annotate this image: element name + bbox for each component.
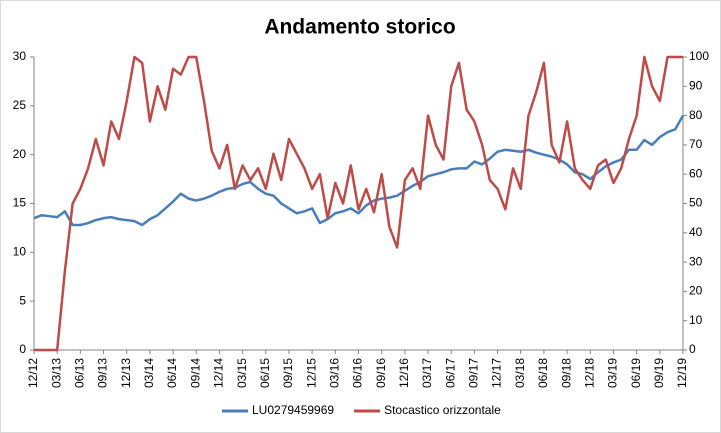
y2-tick-label: 80 <box>689 108 703 122</box>
x-tick-label: 03/15 <box>235 358 249 388</box>
x-tick-label: 06/17 <box>443 358 457 388</box>
y2-tick-label: 20 <box>689 284 703 298</box>
y-tick-label: 10 <box>13 245 27 259</box>
x-tick-label: 06/16 <box>351 358 365 388</box>
x-tick-label: 09/18 <box>559 358 573 388</box>
x-tick-label: 12/17 <box>490 358 504 388</box>
x-tick-label: 12/16 <box>397 358 411 388</box>
y2-tick-label: 10 <box>689 313 703 327</box>
y2-tick-label: 50 <box>689 196 703 210</box>
y-tick-label: 25 <box>13 98 27 112</box>
series-line <box>33 114 685 227</box>
x-tick-label: 09/16 <box>374 358 388 388</box>
legend-label: Stocastico orizzontale <box>384 403 501 417</box>
y2-tick-label: 100 <box>689 49 709 63</box>
x-tick-label: 09/17 <box>467 358 481 388</box>
x-tick-label: 03/17 <box>420 358 434 388</box>
x-tick-label: 06/18 <box>536 358 550 388</box>
x-tick-label: 12/19 <box>675 358 689 388</box>
x-tick-label: 03/16 <box>327 358 341 388</box>
x-tick-label: 09/19 <box>652 358 666 388</box>
x-tick-label: 09/13 <box>96 358 110 388</box>
x-tick-label: 12/18 <box>582 358 596 388</box>
x-tick-label: 06/14 <box>165 358 179 388</box>
y2-tick-label: 70 <box>689 137 703 151</box>
x-tick-label: 03/19 <box>606 358 620 388</box>
y2-tick-label: 30 <box>689 254 703 268</box>
y-tick-label: 0 <box>19 342 26 356</box>
x-tick-label: 06/15 <box>258 358 272 388</box>
x-tick-label: 03/14 <box>142 358 156 388</box>
x-tick-label: 09/14 <box>188 358 202 388</box>
y-tick-label: 30 <box>13 49 27 63</box>
y2-tick-label: 40 <box>689 225 703 239</box>
x-tick-label: 12/15 <box>304 358 318 388</box>
series-line <box>34 55 683 352</box>
x-tick-label: 12/13 <box>119 358 133 388</box>
x-tick-label: 12/12 <box>26 358 40 388</box>
x-tick-label: 12/14 <box>212 358 226 388</box>
y-tick-label: 15 <box>13 196 27 210</box>
legend-label: LU0279459969 <box>252 403 334 417</box>
x-tick-label: 06/19 <box>629 358 643 388</box>
y2-tick-label: 0 <box>689 342 696 356</box>
x-tick-label: 03/13 <box>49 358 63 388</box>
x-tick-label: 09/15 <box>281 358 295 388</box>
y-tick-label: 5 <box>19 293 26 307</box>
x-tick-label: 06/13 <box>73 358 87 388</box>
y2-tick-label: 60 <box>689 166 703 180</box>
y-tick-label: 20 <box>13 147 27 161</box>
y2-tick-label: 90 <box>689 78 703 92</box>
x-tick-label: 03/18 <box>513 358 527 388</box>
chart-title: Andamento storico <box>264 16 455 39</box>
